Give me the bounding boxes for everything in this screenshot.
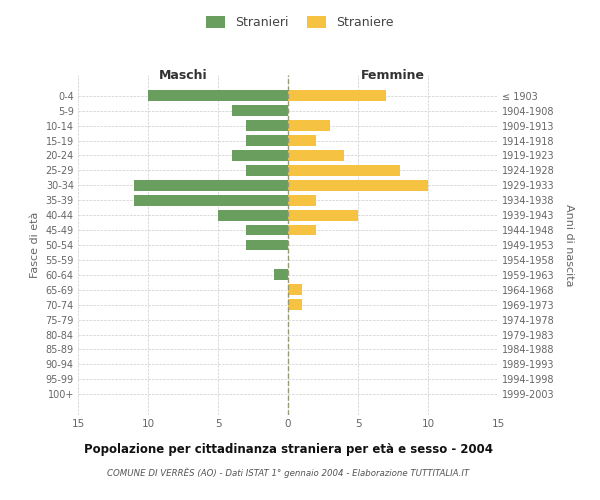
Bar — [134, 195, 288, 205]
Bar — [274, 270, 288, 280]
Text: COMUNE DI VERRÈS (AO) - Dati ISTAT 1° gennaio 2004 - Elaborazione TUTTITALIA.IT: COMUNE DI VERRÈS (AO) - Dati ISTAT 1° ge… — [107, 468, 469, 478]
Bar — [288, 300, 302, 310]
Bar — [288, 90, 386, 101]
Bar — [246, 135, 288, 146]
Bar — [288, 135, 316, 146]
Y-axis label: Anni di nascita: Anni di nascita — [565, 204, 574, 286]
Bar — [288, 180, 428, 190]
Y-axis label: Fasce di età: Fasce di età — [30, 212, 40, 278]
Text: Femmine: Femmine — [361, 70, 425, 82]
Bar — [288, 224, 316, 235]
Bar — [288, 284, 302, 295]
Bar — [232, 150, 288, 161]
Text: Popolazione per cittadinanza straniera per età e sesso - 2004: Popolazione per cittadinanza straniera p… — [83, 442, 493, 456]
Bar — [148, 90, 288, 101]
Bar — [218, 210, 288, 220]
Text: Maschi: Maschi — [158, 70, 208, 82]
Bar — [134, 180, 288, 190]
Bar — [246, 165, 288, 176]
Bar — [288, 210, 358, 220]
Bar — [288, 150, 344, 161]
Bar — [246, 224, 288, 235]
Bar — [288, 195, 316, 205]
Bar — [288, 165, 400, 176]
Bar — [246, 120, 288, 131]
Bar — [232, 106, 288, 116]
Bar — [288, 120, 330, 131]
Legend: Stranieri, Straniere: Stranieri, Straniere — [202, 11, 398, 34]
Bar — [246, 240, 288, 250]
